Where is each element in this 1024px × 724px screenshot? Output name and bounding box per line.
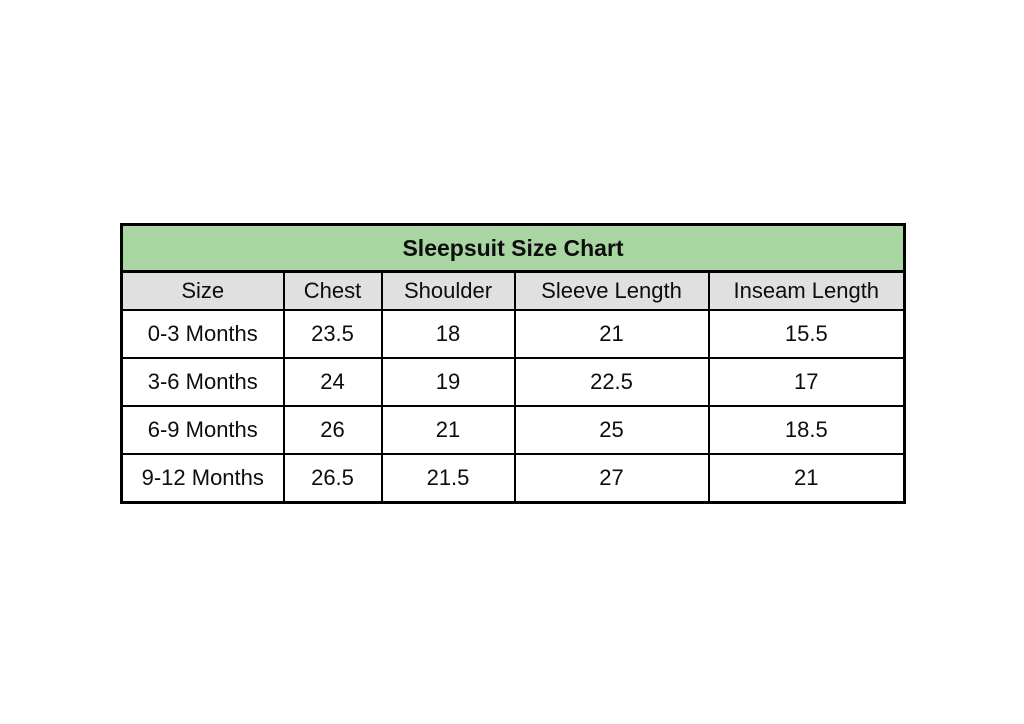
row-label: 3-6 Months [120, 357, 285, 407]
table-title-row: Sleepsuit Size Chart [120, 223, 906, 273]
table-row-9-12-months: 9-12 Months 26.5 21.5 27 21 [120, 453, 906, 504]
column-header-chest: Chest [282, 270, 383, 311]
cell-sleeve-length: 21 [513, 309, 710, 359]
cell-chest: 26 [282, 405, 383, 455]
cell-sleeve-length: 22.5 [513, 357, 710, 407]
cell-inseam-length: 18.5 [707, 405, 906, 455]
cell-chest: 26.5 [282, 453, 383, 504]
cell-chest: 23.5 [282, 309, 383, 359]
column-header-sleeve-length: Sleeve Length [513, 270, 710, 311]
cell-sleeve-length: 25 [513, 405, 710, 455]
column-header-shoulder: Shoulder [380, 270, 516, 311]
cell-inseam-length: 17 [707, 357, 906, 407]
cell-shoulder: 21.5 [380, 453, 516, 504]
table-row-6-9-months: 6-9 Months 26 21 25 18.5 [120, 405, 906, 455]
table-title: Sleepsuit Size Chart [120, 223, 906, 273]
cell-inseam-length: 15.5 [707, 309, 906, 359]
row-label: 9-12 Months [120, 453, 285, 504]
cell-shoulder: 21 [380, 405, 516, 455]
table-row-0-3-months: 0-3 Months 23.5 18 21 15.5 [120, 309, 906, 359]
cell-shoulder: 18 [380, 309, 516, 359]
cell-chest: 24 [282, 357, 383, 407]
sleepsuit-size-chart-table: Sleepsuit Size Chart Size Chest Shoulder… [120, 223, 907, 504]
table-header-row: Size Chest Shoulder Sleeve Length Inseam… [120, 270, 906, 311]
column-header-inseam-length: Inseam Length [707, 270, 906, 311]
table-row-3-6-months: 3-6 Months 24 19 22.5 17 [120, 357, 906, 407]
row-label: 6-9 Months [120, 405, 285, 455]
cell-inseam-length: 21 [707, 453, 906, 504]
row-label: 0-3 Months [120, 309, 285, 359]
column-header-size: Size [120, 270, 285, 311]
cell-shoulder: 19 [380, 357, 516, 407]
cell-sleeve-length: 27 [513, 453, 710, 504]
